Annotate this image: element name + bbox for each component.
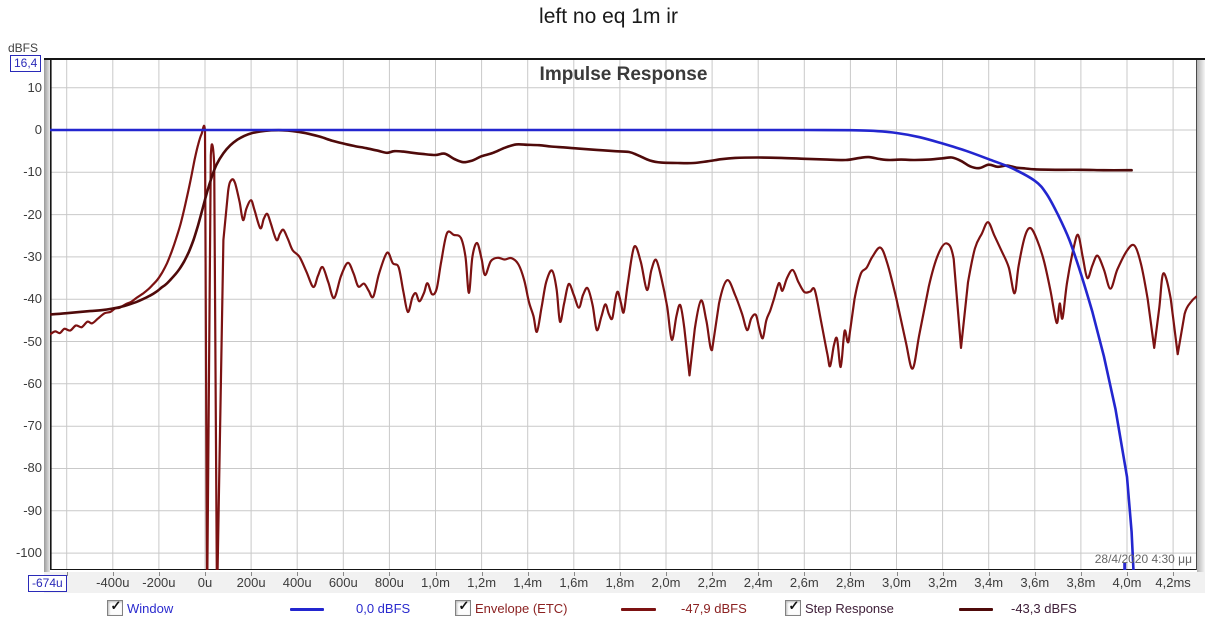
x-tick-label: 600u	[328, 575, 358, 590]
y-tick-label: -60	[23, 375, 42, 391]
x-tick-mark	[343, 572, 345, 576]
x-tick-mark	[850, 572, 852, 576]
series-envelope-etc	[50, 124, 1197, 570]
y-axis-unit-label: dBFS	[8, 41, 39, 55]
y-tick-label: -50	[23, 333, 42, 349]
plot-frame-top	[44, 58, 1205, 60]
checkmark-icon: ✓	[788, 598, 800, 613]
x-axis: -400u -200u 0u 200u 400u 600u 800u 1,0m 1,2m 1,4m…	[44, 572, 1205, 593]
x-tick-label: 4,2ms	[1155, 575, 1191, 590]
x-tick-label: 200u	[236, 575, 266, 590]
plot-area[interactable]: Impulse Response 28/4/2020 4:30 μμ	[50, 60, 1197, 570]
x-tick-mark	[573, 572, 575, 576]
legend-line-swatch-envelope-etc	[621, 608, 656, 611]
y-tick-label: -30	[23, 248, 42, 264]
plot-frame-left	[44, 58, 50, 572]
x-tick-label: 3,2m	[928, 575, 958, 590]
checkmark-icon: ✓	[110, 598, 122, 613]
chart-title: Impulse Response	[539, 64, 708, 85]
series-step-response	[50, 128, 1133, 316]
x-tick-mark	[1080, 572, 1082, 576]
x-tick-label: 0u	[197, 575, 213, 590]
x-tick-mark	[205, 572, 206, 576]
x-tick-label: 1,6m	[559, 575, 589, 590]
x-tick-mark	[158, 572, 160, 576]
x-tick-label: -400u	[96, 575, 130, 590]
legend-label-window[interactable]: Window	[127, 601, 174, 616]
x-tick-label: 2,0m	[651, 575, 681, 590]
x-tick-label: 4,0m	[1112, 575, 1142, 590]
x-tick-mark	[896, 572, 898, 576]
y-tick-label: -80	[23, 460, 42, 476]
x-tick-label: 3,8m	[1066, 575, 1096, 590]
x-tick-mark	[619, 572, 621, 576]
y-tick-label: -20	[23, 206, 42, 222]
legend-value-window: 0,0 dBFS	[356, 601, 411, 616]
x-tick-label: 2,8m	[835, 575, 865, 590]
legend-checkbox-window[interactable]: ✓	[107, 598, 123, 616]
measurement-title: left no eq 1m ir	[539, 5, 678, 28]
legend-line-swatch-step-response	[959, 608, 993, 611]
x-tick-mark	[1034, 572, 1036, 576]
y-tick-label: 10	[27, 79, 42, 95]
x-tick-label: 800u	[374, 575, 404, 590]
y-axis-max-field[interactable]: 16,4	[10, 55, 42, 72]
y-tick-label: -70	[23, 418, 42, 434]
legend-checkbox-envelope-etc[interactable]: ✓	[455, 598, 471, 616]
x-tick-mark	[942, 572, 944, 576]
x-tick-mark	[66, 572, 68, 576]
checkmark-icon: ✓	[458, 598, 470, 613]
legend-checkbox-step-response[interactable]: ✓	[785, 598, 801, 616]
x-axis-min-field[interactable]: -674u	[28, 575, 67, 592]
x-tick-label: 1,0m	[421, 575, 450, 590]
x-tick-label: -200u	[142, 575, 176, 590]
x-tick-label: 2,4m	[743, 575, 773, 590]
x-tick-mark	[389, 572, 391, 576]
x-tick-label: 1,8m	[605, 575, 635, 590]
x-tick-mark	[435, 572, 437, 576]
x-tick-mark	[1173, 572, 1175, 576]
legend-bar: ✓ Window 0,0 dBFS ✓ Envelope (ETC) -47,9 dBFS…	[0, 599, 1217, 621]
window-end-marker	[1123, 563, 1127, 570]
x-tick-mark	[481, 572, 483, 576]
x-tick-label: 2,2m	[697, 575, 727, 590]
x-tick-mark	[112, 572, 114, 576]
y-tick-label: -40	[23, 291, 42, 307]
x-tick-mark	[251, 572, 253, 576]
x-tick-label: 2,6m	[789, 575, 819, 590]
x-tick-label: 1,2m	[467, 575, 497, 590]
x-tick-label: 3,6m	[1020, 575, 1050, 590]
x-tick-mark	[804, 572, 806, 576]
y-tick-label: -90	[23, 502, 42, 518]
x-tick-mark	[297, 572, 299, 576]
impulse-plot-svg	[50, 60, 1197, 570]
legend-label-step-response[interactable]: Step Response	[805, 601, 894, 616]
legend-line-swatch-window	[290, 608, 324, 611]
y-tick-label: -10	[23, 164, 42, 180]
y-tick-label: -100	[15, 545, 42, 561]
y-tick-label: 0	[34, 122, 42, 137]
x-tick-label: 3,4m	[974, 575, 1004, 590]
x-tick-mark	[988, 572, 990, 576]
x-tick-mark	[758, 572, 760, 576]
plot-frame-right	[1197, 60, 1205, 572]
x-tick-mark	[527, 572, 529, 576]
legend-label-envelope-etc[interactable]: Envelope (ETC)	[475, 601, 568, 616]
x-tick-mark	[666, 572, 667, 576]
legend-value-step-response: -43,3 dBFS	[1011, 601, 1077, 616]
x-tick-mark	[712, 572, 714, 576]
x-tick-label: 1,4m	[513, 575, 543, 590]
x-tick-label: 400u	[282, 575, 312, 590]
measurement-timestamp: 28/4/2020 4:30 μμ	[1094, 552, 1192, 566]
x-tick-mark	[1127, 572, 1128, 576]
x-tick-label: 3,0m	[882, 575, 911, 590]
series-window	[50, 128, 1135, 570]
legend-value-envelope-etc: -47,9 dBFS	[681, 601, 747, 616]
